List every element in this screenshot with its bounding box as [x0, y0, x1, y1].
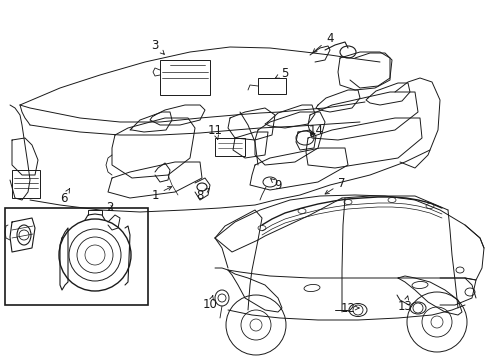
- Text: 14: 14: [308, 123, 323, 136]
- Bar: [215, 138, 244, 156]
- Text: 4: 4: [312, 32, 333, 53]
- Text: 11: 11: [207, 123, 222, 139]
- Text: 3: 3: [151, 39, 164, 54]
- Bar: [12, 170, 40, 198]
- Bar: [5, 208, 148, 305]
- Text: 10: 10: [202, 296, 217, 311]
- Text: 2: 2: [106, 201, 114, 213]
- Text: 12: 12: [340, 302, 358, 315]
- Text: 9: 9: [270, 179, 281, 192]
- Text: 7: 7: [325, 176, 345, 194]
- Text: 6: 6: [60, 189, 69, 204]
- Bar: [258, 78, 285, 94]
- Text: 1: 1: [151, 186, 171, 202]
- Text: 13: 13: [397, 296, 411, 312]
- Text: 8: 8: [196, 189, 209, 202]
- Bar: [160, 60, 209, 95]
- Text: 5: 5: [275, 67, 288, 80]
